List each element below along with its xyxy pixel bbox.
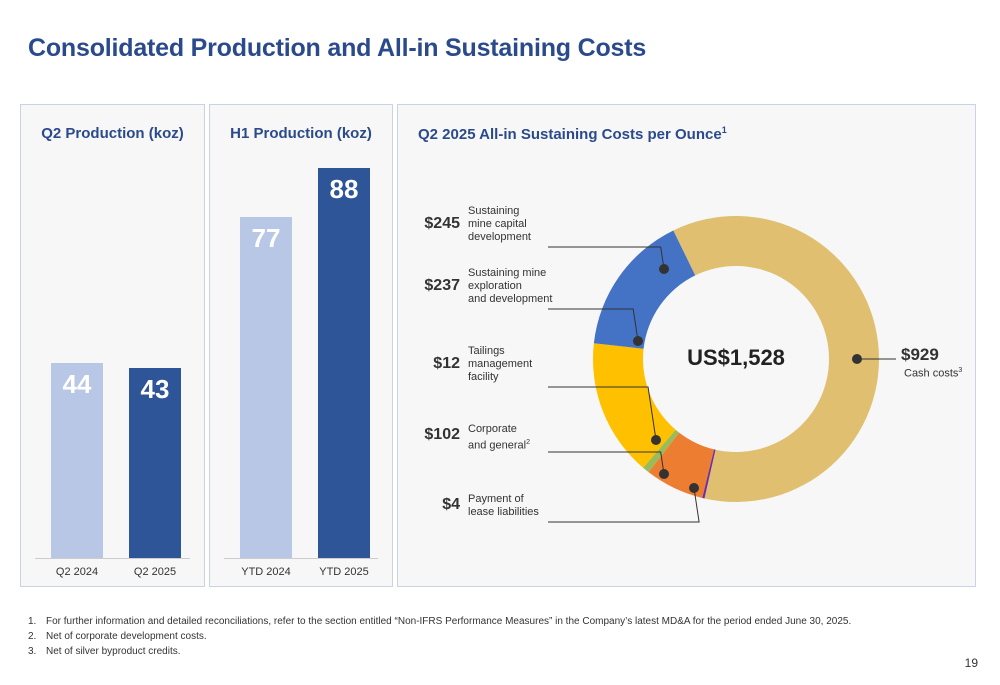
aisc-label-5: Sustaining mine exploration and developmen… <box>468 267 552 306</box>
footnote-3: 3. Net of silver byproduct credits. <box>28 646 181 657</box>
h1-production-bar-1: 77 <box>240 216 292 558</box>
aisc-label-line: Corporate <box>468 423 517 435</box>
aisc-amount-3: $102 <box>424 426 460 443</box>
aisc-leader-3 <box>548 451 665 475</box>
aisc-marker-2 <box>689 483 699 493</box>
q2-production-bar-1: 44 <box>51 363 103 558</box>
cash-costs-label: Cash costs3 <box>904 367 963 380</box>
aisc-label-sup: 2 <box>526 439 531 446</box>
aisc-label-line: Tailings <box>468 345 505 357</box>
page-title: Consolidated Production and All-in Susta… <box>28 34 647 62</box>
h1-production-axis <box>224 558 378 559</box>
aisc-label-3: Corporate and general2 <box>468 423 530 453</box>
aisc-panel: Q2 2025 All-in Sustaining Costs per Ounc… <box>397 104 976 587</box>
page-number: 19 <box>964 656 978 670</box>
h1-production-title: H1 Production (koz) <box>230 125 372 142</box>
q2-production-value-label-1: 44 <box>62 369 92 400</box>
aisc-title: Q2 2025 All-in Sustaining Costs per Ounc… <box>418 125 727 143</box>
aisc-amount-5: $237 <box>424 276 460 294</box>
aisc-label-line: Sustaining <box>468 205 520 217</box>
h1-production-value-label-2: 88 <box>329 174 359 205</box>
aisc-leader-2 <box>548 487 700 523</box>
aisc-label-line: management <box>468 358 533 370</box>
aisc-marker-3 <box>659 469 669 479</box>
h1-production-panel: H1 Production (koz) 77 YTD 2024 88 YTD 2025 <box>209 104 393 587</box>
aisc-marker-6 <box>659 264 669 274</box>
aisc-label-4: Tailings management facility <box>468 345 532 384</box>
aisc-amount-2: $4 <box>442 496 460 513</box>
aisc-leader-6 <box>548 246 665 270</box>
aisc-amount-4: $12 <box>433 354 460 372</box>
donut-slice-3 <box>648 432 715 498</box>
h1-production-category-label-2: YTD 2025 <box>319 566 369 578</box>
footnote-1: 1. For further information and detailed r… <box>28 616 852 627</box>
cash-costs-amount: $929 <box>901 345 939 364</box>
q2-production-bar-2: 43 <box>129 367 181 558</box>
aisc-label-line: Sustaining mine <box>468 267 547 279</box>
h1-production-bar-2: 88 <box>318 168 370 558</box>
aisc-label-line: Payment of <box>468 493 524 505</box>
aisc-label-line: development <box>468 231 531 243</box>
aisc-marker-5 <box>633 336 643 346</box>
donut-center-label: US$1,528 <box>687 345 785 370</box>
aisc-label-line: facility <box>468 371 499 383</box>
h1-production-category-label-1: YTD 2024 <box>241 566 291 578</box>
aisc-label-line: mine capital <box>468 218 527 230</box>
aisc-label-line: and general <box>468 439 527 452</box>
aisc-label-line: lease liabilities <box>468 506 539 518</box>
aisc-label-line: and development <box>468 293 553 305</box>
aisc-label-6: Sustaining mine capital development <box>468 205 531 244</box>
h1-production-value-label-1: 77 <box>251 222 281 253</box>
footnote-2: 2. Net of corporate development costs. <box>28 631 207 642</box>
footnotes: 1. For further information and detailed r… <box>28 614 851 659</box>
q2-production-category-label-2: Q2 2025 <box>133 566 177 578</box>
aisc-leader-5 <box>548 308 639 342</box>
aisc-leader-4 <box>548 386 657 441</box>
donut-slice-4 <box>643 429 680 473</box>
aisc-label-2: Payment of lease liabilities <box>468 493 539 519</box>
aisc-donut-chart <box>548 216 896 523</box>
q2-production-panel: Q2 Production (koz) 44 Q2 2024 43 Q2 2025 <box>20 104 205 587</box>
q2-production-value-label-2: 43 <box>140 373 170 404</box>
donut-slice-1 <box>673 216 879 503</box>
q2-production-title: Q2 Production (koz) <box>41 125 184 142</box>
aisc-marker-4 <box>651 435 661 445</box>
q2-production-axis <box>35 558 190 559</box>
aisc-label-line: exploration <box>468 280 522 292</box>
aisc-amount-6: $245 <box>424 214 460 232</box>
q2-production-category-label-1: Q2 2024 <box>55 566 99 578</box>
donut-slice-2 <box>702 449 716 499</box>
donut-slice-6 <box>593 230 696 349</box>
